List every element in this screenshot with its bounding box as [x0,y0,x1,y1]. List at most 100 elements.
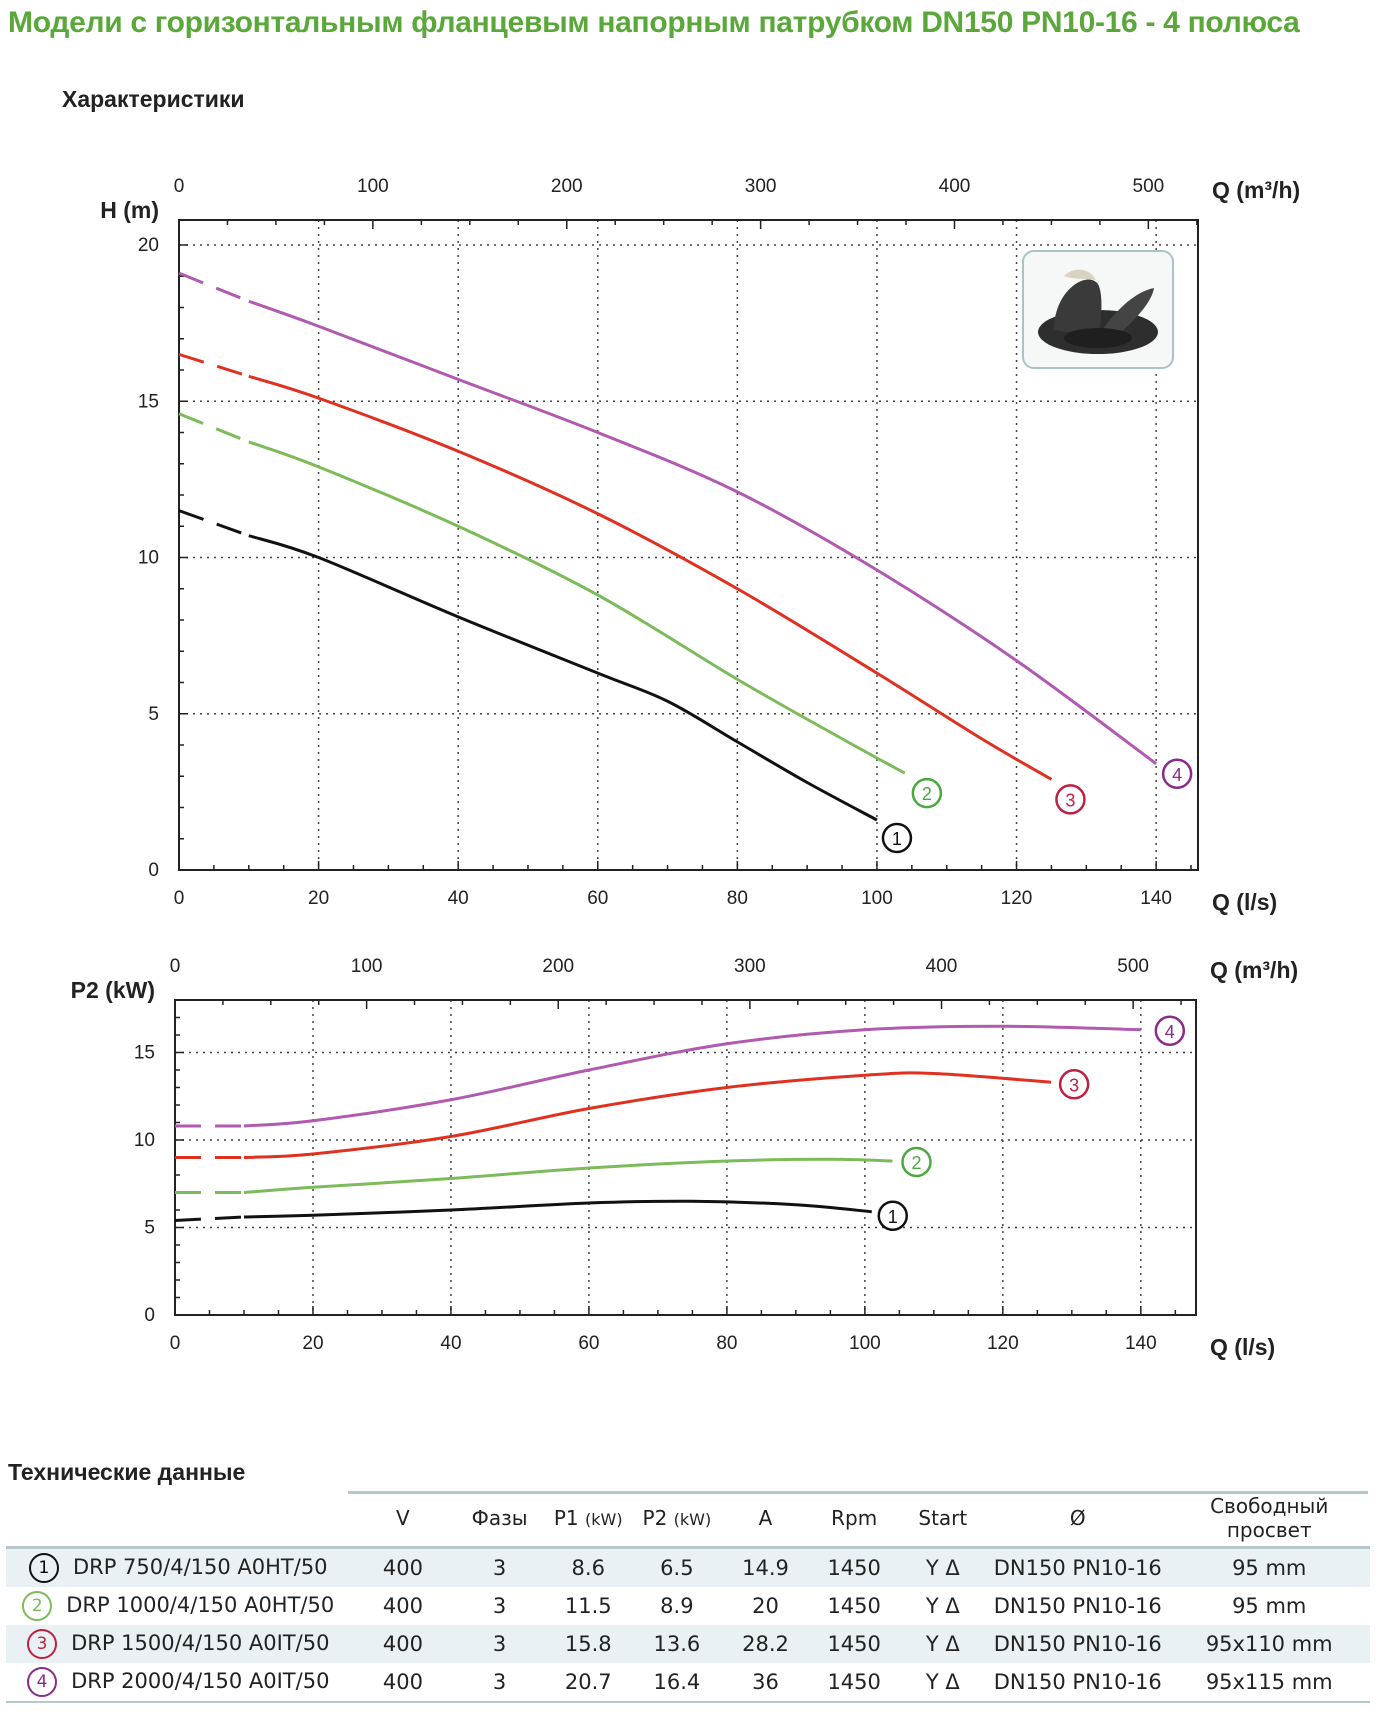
characteristics-heading: Характеристики [62,86,245,112]
series-2-line [243,1157,893,1194]
diameter-cell: DN150 PN10-16 [993,1556,1162,1580]
col-clearance-line1: Свободный [1210,1494,1329,1518]
p1-cell: 15.8 [564,1632,612,1656]
col-rpm: Rpm [831,1506,878,1530]
series-4-badge [1161,758,1193,789]
series-3-label: 3 [1069,1075,1079,1095]
col-p1-unit: (kW) [585,1510,623,1529]
x-tick-label: 60 [578,1333,599,1354]
impeller-icon [1038,269,1158,354]
clearance-cell: 95x110 mm [1205,1632,1333,1656]
p1-cell: 8.6 [571,1556,605,1580]
start-cell: Y Δ [925,1556,960,1580]
series-3-badge [1055,784,1086,815]
page-title: Модели с горизонтальным фланцевым напорн… [8,6,1300,39]
diameter-cell: DN150 PN10-16 [993,1670,1162,1694]
x-tick-label: 0 [174,888,185,909]
start-cell: Y Δ [925,1670,960,1694]
phases-cell: 3 [492,1556,507,1580]
series-1-line [243,1199,872,1219]
x2-tick-label: 500 [1117,956,1149,977]
p1-cell: 11.5 [564,1594,612,1618]
p2-cell: 8.9 [660,1594,694,1618]
series-4-line [248,299,1158,765]
model-cell: 2 DRP 1000/4/150 A0HT/50 [6,1587,351,1625]
y-tick-label: 15 [138,391,159,412]
p2-cell: 13.6 [653,1632,701,1656]
x2-tick-label: 200 [542,956,574,977]
x2-tick-label: 0 [174,176,185,197]
series-4-label: 4 [1172,765,1182,785]
col-phases: Фазы [471,1506,528,1530]
p2-cell: 6.5 [660,1556,694,1580]
col-current: A [758,1506,773,1530]
series-1-dashed-line [174,1215,245,1222]
x-tick-label: 120 [1001,888,1033,909]
series-2-line [248,440,906,775]
series-1-line [248,534,878,822]
series-3-label: 3 [1065,790,1075,810]
series-badge: 1 [28,1553,59,1583]
v-cell: 400 [382,1594,423,1618]
x2-tick-label: 300 [734,956,766,977]
col-diameter: Ø [1069,1506,1086,1530]
x2-axis-title: Q (m³/h) [1210,957,1298,983]
x-tick-label: 40 [440,1333,461,1354]
phases-cell: 3 [492,1594,507,1618]
table-top-rule [348,1491,1368,1494]
rpm-cell: 1450 [827,1632,881,1656]
col-p1: P1 (kW) [544,1490,633,1548]
y-tick-label: 0 [148,860,159,881]
series-3-line [248,374,1053,781]
series-1-dashed-line [178,509,250,538]
clearance-cell: 95 mm [1232,1556,1307,1580]
col-model [6,1490,351,1548]
col-start: Start [918,1506,968,1530]
series-badge: 4 [27,1667,58,1697]
x2-tick-label: 100 [357,176,389,197]
a-cell: 36 [752,1670,779,1694]
series-1-label: 1 [892,829,902,849]
plot-frame [178,219,1199,871]
model-cell: 4 DRP 2000/4/150 A0IT/50 [6,1663,351,1702]
series-1-badge [877,1200,909,1231]
plot-frame [174,999,1197,1316]
phases-cell: 3 [492,1670,507,1694]
x-tick-label: 20 [308,888,329,909]
x-tick-label: 80 [727,888,748,909]
x-tick-label: 100 [861,888,893,909]
x-axis-title: Q (l/s) [1212,889,1277,915]
series-4-badge [1154,1015,1186,1046]
p1-cell: 20.7 [564,1670,612,1694]
y-tick-label: 5 [148,704,159,725]
tech-data-heading: Технические данные [8,1459,246,1485]
x2-tick-label: 0 [170,956,181,977]
y-tick-label: 5 [144,1218,155,1239]
x2-axis-title: Q (m³/h) [1212,177,1300,203]
p2-cell: 16.4 [653,1670,701,1694]
clearance-cell: 95x115 mm [1205,1670,1333,1694]
series-4-line [243,1024,1141,1128]
v-cell: 400 [382,1556,423,1580]
phases-cell: 3 [492,1632,507,1656]
series-3-badge [1058,1069,1090,1100]
table-row: 3 DRP 1500/4/150 A0IT/50 400 3 15.8 13.6 28.2 1… [6,1625,1370,1663]
y-tick-label: 20 [138,235,159,256]
col-p2-label: P2 [642,1506,668,1530]
x-tick-label: 140 [1125,1333,1157,1354]
impeller-image-frame [1022,250,1174,369]
model-name: DRP 2000/4/150 A0IT/50 [71,1669,330,1693]
col-p2: P2 (kW) [633,1490,722,1548]
series-2-badge [901,1146,932,1178]
series-2-label: 2 [911,1153,921,1173]
series-2-dashed-line [178,412,250,444]
rpm-cell: 1450 [827,1556,881,1580]
x2-tick-label: 400 [939,176,971,197]
y-tick-label: 10 [138,548,159,569]
clearance-cell: 95 mm [1232,1594,1307,1618]
y-axis-title: H (m) [100,197,159,223]
a-cell: 20 [752,1594,779,1618]
model-cell: 1 DRP 750/4/150 A0HT/50 [6,1548,351,1588]
x2-tick-label: 300 [745,176,777,197]
